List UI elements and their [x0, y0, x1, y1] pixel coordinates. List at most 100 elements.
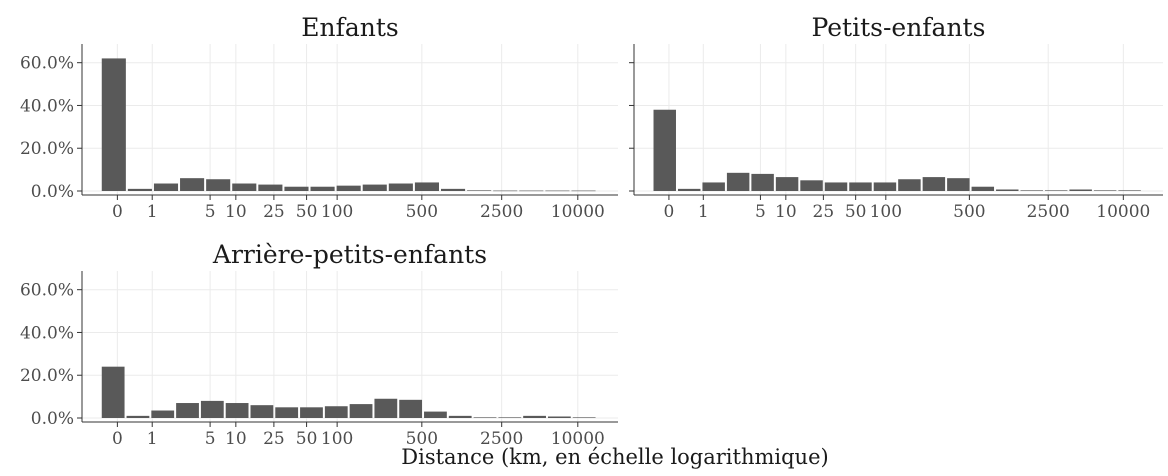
panel-title: Arrière-petits-enfants [212, 240, 487, 269]
histogram-bar [275, 407, 299, 418]
histogram-bar [374, 398, 398, 418]
histogram-bar [545, 190, 570, 192]
y-tick-label: 40.0% [20, 96, 74, 116]
x-tick-label: 100 [321, 429, 353, 449]
histogram-bar [101, 58, 126, 191]
histogram-bar [225, 403, 249, 418]
x-tick-label: 25 [813, 202, 835, 222]
histogram-bar [349, 404, 373, 418]
histogram-bar [448, 415, 472, 418]
histogram-bar [176, 403, 199, 418]
x-tick-label: 2500 [480, 429, 523, 449]
x-tick-label: 10000 [551, 429, 605, 449]
histogram-bar [571, 190, 596, 192]
panel-title: Petits-enfants [812, 13, 986, 42]
histogram-bar [947, 178, 970, 191]
histogram-bar [473, 417, 497, 418]
y-tick-label: 60.0% [20, 54, 74, 74]
histogram-bar [300, 407, 323, 418]
x-tick-label: 500 [406, 202, 438, 222]
x-tick-label: 5 [205, 429, 216, 449]
histogram-bar [1093, 190, 1117, 191]
x-tick-label: 0 [112, 429, 123, 449]
panel-title: Enfants [301, 13, 399, 42]
histogram-bar [1069, 189, 1092, 191]
histogram-bar [324, 406, 348, 418]
histogram-bar [206, 179, 231, 191]
x-tick-label: 25 [263, 429, 285, 449]
x-tick-label: 500 [406, 429, 438, 449]
y-tick-label: 60.0% [20, 281, 74, 301]
histogram-bar [424, 411, 447, 418]
histogram-bar [1118, 190, 1141, 191]
histogram-bar [800, 180, 823, 191]
x-tick-label: 50 [296, 429, 318, 449]
x-tick-label: 500 [953, 202, 985, 222]
histogram-bar [258, 184, 283, 191]
x-tick-label: 2500 [480, 202, 523, 222]
histogram-bar [153, 183, 179, 191]
histogram-bar [493, 190, 518, 192]
panel-2: 0 1 5 10 25 50 100 500 2500 10000 Petits-enfants [629, 13, 1163, 222]
x-tick-label: 1 [147, 202, 158, 222]
x-tick-label: 10 [225, 429, 247, 449]
histogram-bar [751, 173, 774, 191]
y-tick-label: 0.0% [31, 409, 74, 429]
histogram-bar [414, 182, 439, 191]
x-tick-label: 2500 [1027, 202, 1070, 222]
histogram-bar [362, 184, 387, 191]
histogram-bar [101, 366, 125, 418]
x-tick-label: 5 [755, 202, 766, 222]
x-tick-label: 1 [698, 202, 709, 222]
panel-3: 0.0% 20.0% 40.0% 60.0% 0 1 5 10 25 50 100 500 2500 10… [20, 240, 618, 449]
histogram-bar [498, 417, 522, 418]
y-tick-label: 20.0% [20, 366, 74, 386]
histogram-bar [519, 190, 544, 192]
x-tick-label: 25 [263, 202, 285, 222]
histogram-bar [922, 177, 946, 191]
histogram-bar [1020, 190, 1043, 191]
histogram-bar [996, 189, 1019, 191]
x-tick-label: 10 [225, 202, 247, 222]
x-tick-label: 50 [845, 202, 867, 222]
panel-1: 0.0% 20.0% 40.0% 60.0% 0 1 5 10 25 50 100 500 2500 10… [20, 13, 618, 222]
histogram-bar [127, 188, 152, 191]
x-tick-label: 100 [321, 202, 353, 222]
histogram-bar [336, 185, 361, 191]
x-tick-label: 50 [296, 202, 318, 222]
x-tick-label: 100 [870, 202, 902, 222]
x-tick-label: 10000 [551, 202, 605, 222]
histogram-bar [250, 405, 274, 418]
histogram-bar [898, 179, 921, 191]
histogram-bar [399, 399, 423, 418]
histogram-bar [572, 417, 596, 418]
histogram-bar [971, 186, 995, 191]
x-tick-label: 0 [663, 202, 674, 222]
histogram-bar [824, 182, 848, 191]
y-tick-label: 0.0% [31, 182, 74, 202]
histogram-bar [151, 410, 175, 418]
histogram-bar [310, 186, 335, 191]
histogram-bar [388, 183, 413, 191]
x-tick-label: 1 [147, 429, 158, 449]
histogram-bar [547, 416, 571, 418]
histogram-bar [775, 177, 799, 191]
histogram-bar [702, 182, 725, 191]
y-tick-label: 20.0% [20, 139, 74, 159]
histogram-bar [200, 400, 224, 418]
x-axis-title: Distance (km, en échelle logarithmique) [401, 445, 828, 469]
x-tick-label: 0 [112, 202, 123, 222]
histogram-bar [677, 188, 701, 191]
histogram-bar [873, 182, 897, 191]
histogram-bar [440, 188, 466, 191]
x-tick-label: 10000 [1096, 202, 1150, 222]
histogram-bar [467, 190, 492, 191]
histogram-bar [232, 183, 257, 191]
x-tick-label: 10 [775, 202, 797, 222]
histogram-bar [523, 415, 546, 418]
histogram-bar [849, 182, 872, 191]
histogram-bar [180, 178, 205, 191]
x-tick-label: 5 [205, 202, 216, 222]
histogram-bar [284, 186, 309, 191]
